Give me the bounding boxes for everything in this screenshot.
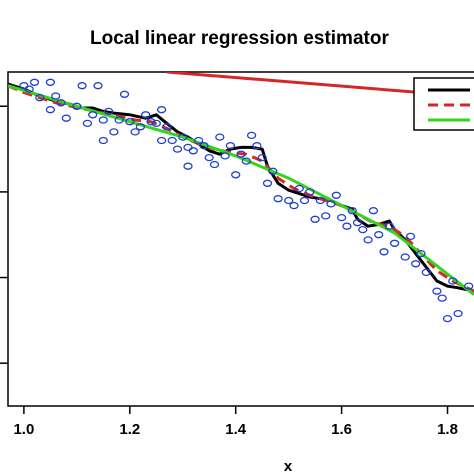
x-tick-label: 1.6 [331,421,352,438]
data-point [35,94,45,102]
data-point [98,136,108,145]
data-point [114,116,124,124]
data-point [215,133,225,141]
x-axis: 1.0 1.2 1.4 1.6 1.8 [13,406,458,438]
data-point [442,314,453,323]
plot-area [7,71,474,407]
data-point [56,99,66,107]
data-point [72,102,82,110]
data-point [24,85,34,93]
data-point [464,282,474,290]
data-point [162,123,172,131]
data-point [146,118,156,126]
data-point [188,147,198,155]
data-point [93,82,103,90]
series-lines [8,72,474,296]
data-point [119,90,130,98]
observation-points [19,78,474,323]
x-tick-label: 1.0 [13,421,34,438]
data-point [352,219,363,227]
data-point [172,145,183,153]
data-point [77,82,87,90]
data-point [252,142,262,150]
plot-frame [7,71,474,407]
data-point [453,309,463,318]
data-point [135,123,146,131]
data-point [151,119,161,128]
data-point [220,152,230,160]
data-point [231,171,241,179]
data-point [432,287,442,295]
data-point [347,207,357,215]
data-point [45,106,56,114]
data-point [130,128,140,136]
data-point [29,78,40,86]
x-axis-label: x [284,458,293,474]
data-point [156,136,167,145]
y-axis [0,105,8,364]
data-point [284,196,294,205]
data-point [257,153,267,162]
data-point [246,131,257,140]
data-point [61,114,71,122]
data-point [374,231,384,239]
data-point [305,188,315,196]
data-point [389,239,400,247]
chart-title: Local linear regression estimator [90,28,389,49]
data-point [241,157,251,165]
data-point [51,92,61,100]
data-point [125,118,135,126]
data-point [109,128,119,136]
data-point [178,133,188,141]
data-point [299,196,310,205]
data-point [141,111,151,119]
data-point [326,200,336,208]
data-point [273,195,283,203]
data-point [342,222,352,230]
data-point [183,143,193,152]
x-tick-label: 1.2 [119,421,140,438]
data-point [315,196,326,205]
data-point [363,236,373,244]
data-point [421,268,431,277]
legend [413,77,474,131]
data-point [294,184,304,193]
data-point [448,277,458,285]
data-point [225,142,236,150]
data-point [416,249,426,258]
data-point [209,160,220,169]
data-point [289,201,299,210]
data-point [193,136,204,145]
data-point [88,111,98,119]
data-point [183,162,193,170]
data-point [384,222,394,230]
data-point [368,207,379,215]
data-point [236,150,246,158]
data-point [204,153,214,162]
data-point [262,179,273,187]
data-point [82,119,93,128]
data-point [156,106,167,114]
series-line-3 [8,84,474,296]
data-point [336,213,347,222]
data-point [268,167,278,175]
data-point [379,248,389,256]
data-point [310,215,320,223]
data-point [103,107,114,116]
data-point [400,253,410,261]
data-point [167,136,177,145]
data-point [405,232,416,241]
data-point [45,78,56,86]
x-tick-label: 1.8 [437,421,458,438]
x-tick-label: 1.4 [225,421,247,438]
data-point [358,225,368,234]
data-point [411,260,421,268]
data-point [199,142,209,150]
data-point [98,116,108,124]
data-point [321,212,331,220]
data-point [331,191,341,199]
data-point [437,294,447,302]
